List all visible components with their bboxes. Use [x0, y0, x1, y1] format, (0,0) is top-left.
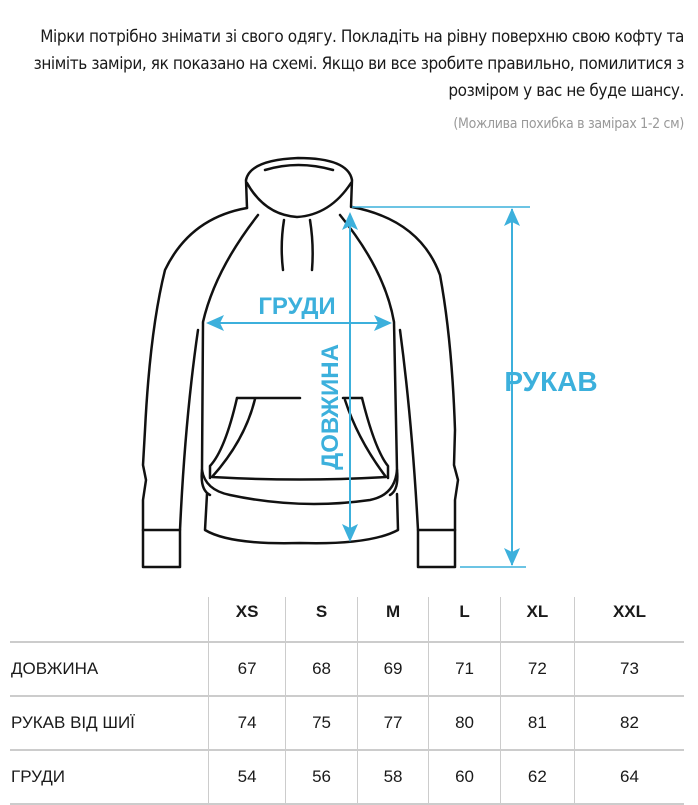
header-cell: XL [499, 597, 575, 642]
size-table: XS S M L XL XXL ДОВЖИНА 67 68 69 71 72 7… [10, 597, 684, 805]
row-label: ДОВЖИНА [10, 641, 209, 696]
table-cell: 56 [285, 749, 358, 805]
measurement-error-note: (Можлива похибка в замірах 1-2 см) [453, 116, 684, 132]
header-cell: XS [207, 597, 286, 642]
measurement-arrows [206, 206, 530, 568]
table-cell: 62 [499, 749, 575, 805]
header-cell [10, 597, 209, 642]
row-label: РУКАВ ВІД ШИЇ [10, 695, 209, 750]
intro-text: Мірки потрібно знімати зі свого одягу. П… [33, 27, 685, 101]
table-cell: 75 [285, 695, 358, 750]
table-cell: 71 [428, 641, 501, 696]
row-label: ГРУДИ [10, 749, 209, 805]
table-cell: 69 [356, 641, 429, 696]
table-cell: 80 [428, 695, 501, 750]
table-cell: 60 [428, 749, 501, 805]
hoodie-measurement-diagram: ГРУДИ ДОВЖИНА РУКАВ [141, 156, 598, 569]
hoodie-outline [141, 156, 460, 569]
chest-label: ГРУДИ [258, 293, 335, 320]
table-cell: 64 [573, 749, 684, 805]
header-cell: L [428, 597, 501, 642]
table-cell: 81 [499, 695, 575, 750]
table-cell: 82 [573, 695, 684, 750]
table-row: РУКАВ ВІД ШИЇ 74 75 77 80 81 82 [10, 695, 684, 750]
table-cell: 67 [207, 641, 286, 696]
table-cell: 68 [285, 641, 358, 696]
table-row: ДОВЖИНА 67 68 69 71 72 73 [10, 641, 684, 696]
length-label: ДОВЖИНА [317, 344, 344, 470]
table-cell: 73 [573, 641, 684, 696]
header-cell: S [285, 597, 358, 642]
table-cell: 72 [499, 641, 575, 696]
header-cell: XXL [573, 597, 684, 642]
sleeve-label: РУКАВ [504, 366, 597, 397]
table-cell: 58 [356, 749, 429, 805]
size-table-header: XS S M L XL XXL [10, 597, 684, 642]
table-row: ГРУДИ 54 56 58 60 62 64 [10, 749, 684, 805]
table-cell: 54 [207, 749, 286, 805]
table-cell: 77 [356, 695, 429, 750]
header-cell: M [356, 597, 429, 642]
table-cell: 74 [207, 695, 286, 750]
